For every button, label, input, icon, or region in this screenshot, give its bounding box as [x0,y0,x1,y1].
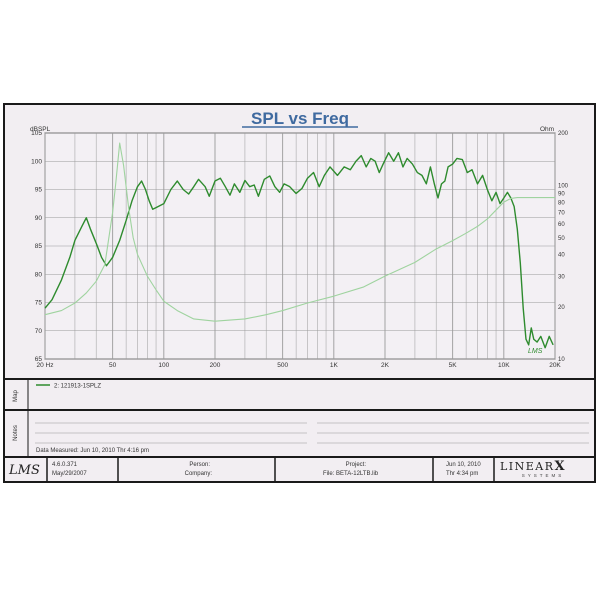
y-right-tick-label: 200 [558,131,569,137]
spl-curve [44,152,554,349]
y-left-tick-label: 95 [35,187,43,194]
y-left-tick-label: 80 [35,271,43,278]
footer-company-label: Company: [185,471,213,477]
grid [44,132,556,360]
footer-version: 4.6.0.371 [52,462,78,468]
y-right-tick-label: 20 [558,305,565,311]
footer-date: Jun 10, 2010 [446,462,481,468]
x-tick-label: 500 [277,362,288,369]
y-right-tick-label: 50 [558,236,565,242]
legend-label: 2: 121913-1SPLZ [54,384,101,390]
footer-project-label: Project: [346,462,367,468]
y-left-tick-label: 70 [35,328,43,335]
footer-version-date: May/29/2007 [52,471,87,477]
y-left-tick-label: 90 [35,215,43,222]
x-tick-label: 20K [549,362,561,369]
y-right-tick-label: 90 [558,191,565,197]
x-tick-label: 1K [330,362,339,369]
footer-cell-borders [46,457,495,481]
y-right-tick-label: 80 [558,200,565,206]
x-tick-label: 200 [210,362,221,369]
lms-logo: LMS [8,463,40,478]
y-left-tick-label: 75 [35,300,43,307]
x-tick-label: 50 [109,362,117,369]
y-left-tick-label: 85 [35,243,43,250]
chart-title: SPL vs Freq [251,109,349,128]
x-tick-label: 10K [498,362,510,369]
ticks: 20 Hz 50 100 200 500 1K 2K 5K 10K 20K 65 70 75 80 85 90… [31,130,569,369]
y-left-tick-label: 100 [31,158,42,165]
y-right-tick-label: 100 [558,183,569,189]
series-curve-label: LMS [528,348,543,355]
impedance-curve [44,142,555,322]
footer-person-label: Person: [189,462,210,468]
y-right-tick-label: 30 [558,274,565,280]
notes-lines [35,422,589,444]
x-tick-label: 5K [449,362,458,369]
y-right-tick-label: 70 [558,210,565,216]
y-left-tick-label: 65 [35,356,43,363]
series [44,142,555,349]
x-tick-label: 2K [381,362,390,369]
linearx-logo-sub: SYSTEMS [522,473,565,478]
footer-time: Thr 4:34 pm [446,471,478,477]
map-side-label: Map [13,390,19,402]
linearx-logo: LINEARX [500,459,566,474]
x-tick-label: 20 Hz [37,362,54,369]
footer-file-label: File: BETA-12LTB.lib [323,471,379,477]
x-tick-label: 100 [158,362,169,369]
notes-side-label: Notes [13,425,19,441]
y-right-tick-label: 10 [558,357,565,363]
y-right-label: Ohm [540,126,554,133]
y-left-label: dBSPL [30,126,51,133]
y-right-tick-label: 40 [558,253,565,259]
y-right-tick-label: 60 [558,222,565,228]
notes-data-measured: Data Measured: Jun 10, 2010 Thr 4:16 pm [36,448,149,454]
y-left-tick-label: 105 [31,130,42,137]
